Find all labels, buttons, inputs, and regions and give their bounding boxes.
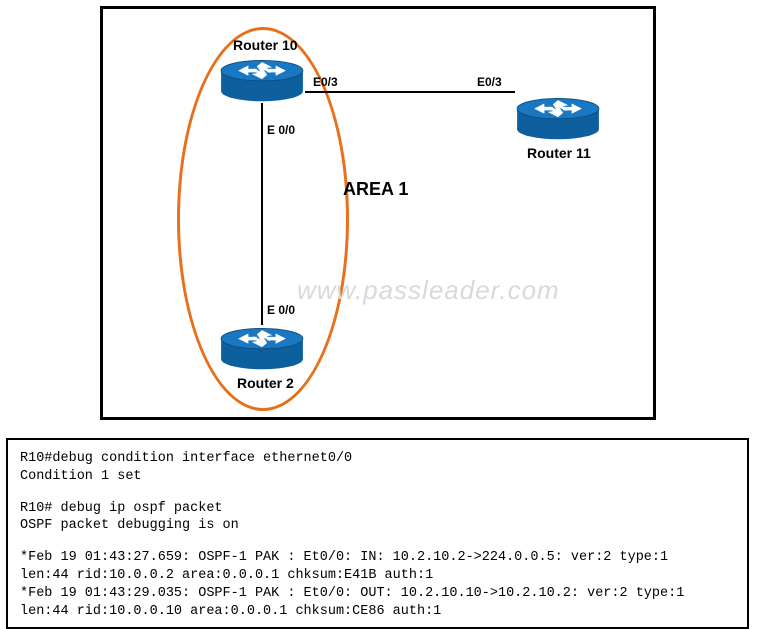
router-label-r10: Router 10 [233, 37, 298, 53]
terminal-line: R10#debug condition interface ethernet0/… [20, 450, 735, 468]
iface-label-3: E 0/0 [267, 303, 295, 317]
terminal-output: R10#debug condition interface ethernet0/… [6, 438, 749, 629]
terminal-line: OSPF packet debugging is on [20, 517, 735, 535]
router-r2 [219, 325, 305, 371]
iface-label-2: E 0/0 [267, 123, 295, 137]
link-0 [305, 91, 515, 93]
network-diagram: Router 10 Router 11 Router 2 E0/3 E0/3 E 0… [100, 6, 656, 420]
terminal-body: R10#debug condition interface ethernet0/… [20, 450, 735, 621]
terminal-line: len:44 rid:10.0.0.2 area:0.0.0.1 chksum:… [20, 567, 735, 585]
terminal-line: R10# debug ip ospf packet [20, 500, 735, 518]
router-label-r2: Router 2 [237, 375, 294, 391]
iface-label-0: E0/3 [313, 75, 338, 89]
terminal-line: *Feb 19 01:43:29.035: OSPF-1 PAK : Et0/0… [20, 585, 735, 603]
terminal-line: *Feb 19 01:43:27.659: OSPF-1 PAK : Et0/0… [20, 549, 735, 567]
terminal-block-0: R10#debug condition interface ethernet0/… [20, 450, 735, 486]
iface-label-1: E0/3 [477, 75, 502, 89]
router-r10 [219, 57, 305, 103]
router-label-r11: Router 11 [527, 145, 591, 161]
terminal-block-1: R10# debug ip ospf packetOSPF packet deb… [20, 500, 735, 536]
terminal-line: len:44 rid:10.0.0.10 area:0.0.0.1 chksum… [20, 603, 735, 621]
router-r11 [515, 95, 601, 141]
terminal-line: Condition 1 set [20, 468, 735, 486]
area-label: AREA 1 [343, 179, 408, 200]
link-1 [261, 103, 263, 325]
